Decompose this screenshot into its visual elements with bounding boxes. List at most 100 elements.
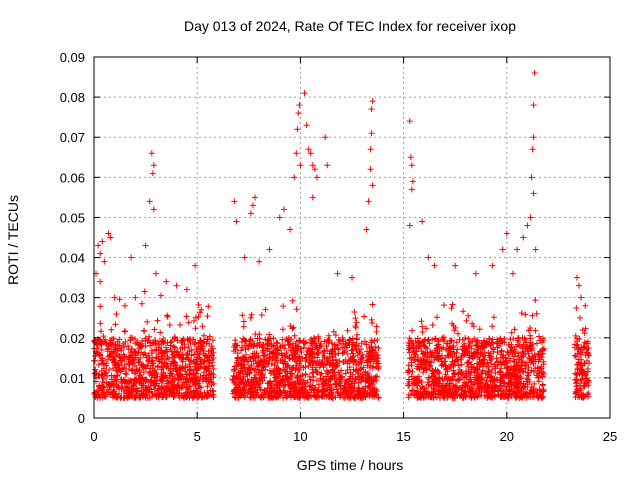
data-point bbox=[373, 358, 380, 365]
data-point bbox=[103, 362, 110, 369]
data-point bbox=[203, 340, 210, 347]
data-point bbox=[296, 389, 303, 396]
data-point bbox=[520, 234, 527, 241]
data-point bbox=[288, 366, 295, 373]
data-point bbox=[130, 380, 137, 387]
data-point bbox=[133, 378, 140, 385]
data-point bbox=[193, 356, 200, 363]
data-point bbox=[482, 352, 489, 359]
data-point bbox=[311, 392, 318, 399]
data-point bbox=[337, 382, 344, 389]
data-point bbox=[314, 389, 321, 396]
data-point bbox=[302, 383, 309, 390]
data-point bbox=[255, 353, 262, 360]
data-point bbox=[283, 350, 290, 357]
data-point bbox=[349, 378, 356, 385]
data-point bbox=[141, 288, 148, 295]
data-point bbox=[408, 186, 415, 193]
data-point bbox=[305, 362, 312, 369]
data-point bbox=[348, 347, 355, 354]
data-point bbox=[192, 325, 199, 332]
data-point bbox=[160, 363, 167, 370]
data-point bbox=[290, 393, 297, 400]
data-point bbox=[503, 230, 510, 237]
data-point bbox=[253, 350, 260, 357]
data-point bbox=[192, 314, 199, 321]
data-point bbox=[330, 366, 337, 373]
data-point bbox=[146, 333, 153, 340]
data-point bbox=[98, 328, 105, 335]
data-point bbox=[455, 330, 462, 337]
data-point bbox=[190, 377, 197, 384]
data-point bbox=[241, 336, 248, 343]
data-point bbox=[250, 342, 257, 349]
data-point bbox=[301, 90, 308, 97]
data-point bbox=[299, 385, 306, 392]
data-point bbox=[331, 341, 338, 348]
data-point bbox=[351, 394, 358, 401]
data-point bbox=[249, 350, 256, 357]
data-point bbox=[344, 327, 351, 334]
data-point bbox=[143, 354, 150, 361]
data-point bbox=[175, 392, 182, 399]
data-point bbox=[187, 366, 194, 373]
data-point bbox=[110, 356, 117, 363]
data-point bbox=[262, 336, 269, 343]
data-point bbox=[349, 274, 355, 281]
data-point bbox=[176, 351, 183, 358]
data-point bbox=[357, 366, 364, 373]
data-point bbox=[258, 367, 265, 374]
data-point bbox=[324, 162, 331, 169]
data-point bbox=[111, 343, 118, 350]
data-point bbox=[286, 354, 293, 361]
data-point bbox=[166, 321, 173, 328]
data-point bbox=[286, 391, 293, 398]
y-tick-label: 0 bbox=[78, 411, 85, 426]
data-point bbox=[181, 341, 188, 348]
data-point bbox=[360, 364, 367, 371]
data-point bbox=[328, 385, 335, 392]
data-point bbox=[357, 356, 364, 363]
data-point bbox=[409, 368, 416, 375]
data-point bbox=[265, 380, 272, 387]
data-point bbox=[248, 376, 255, 383]
data-point bbox=[432, 335, 439, 342]
data-point bbox=[266, 331, 273, 338]
data-point bbox=[107, 351, 114, 358]
data-point bbox=[337, 391, 344, 398]
data-point bbox=[132, 354, 139, 361]
data-point bbox=[103, 379, 110, 386]
data-point bbox=[489, 323, 496, 330]
data-point bbox=[365, 356, 372, 363]
data-point bbox=[352, 345, 359, 352]
data-point bbox=[314, 369, 321, 376]
data-point bbox=[144, 362, 151, 369]
data-point bbox=[531, 70, 538, 77]
data-point bbox=[369, 381, 376, 388]
data-point bbox=[355, 379, 362, 386]
data-point bbox=[236, 369, 243, 376]
data-point bbox=[187, 383, 194, 390]
data-point bbox=[280, 360, 287, 367]
data-point bbox=[177, 345, 184, 352]
data-point bbox=[274, 359, 281, 366]
data-point bbox=[529, 312, 536, 319]
data-point bbox=[328, 348, 335, 355]
data-point bbox=[247, 365, 254, 372]
data-point bbox=[108, 326, 115, 333]
data-point bbox=[116, 296, 123, 303]
data-point bbox=[367, 166, 374, 173]
x-tick-label: 20 bbox=[500, 429, 514, 444]
data-point bbox=[112, 321, 119, 328]
data-point bbox=[260, 362, 267, 369]
data-point bbox=[277, 389, 284, 396]
data-point bbox=[323, 343, 330, 350]
data-point bbox=[280, 206, 287, 213]
y-tick-label: 0.08 bbox=[60, 90, 85, 105]
data-point bbox=[158, 366, 165, 373]
data-point bbox=[194, 356, 201, 363]
data-point bbox=[303, 122, 310, 129]
data-point bbox=[582, 325, 589, 332]
data-point bbox=[169, 378, 176, 385]
data-point bbox=[369, 301, 376, 308]
